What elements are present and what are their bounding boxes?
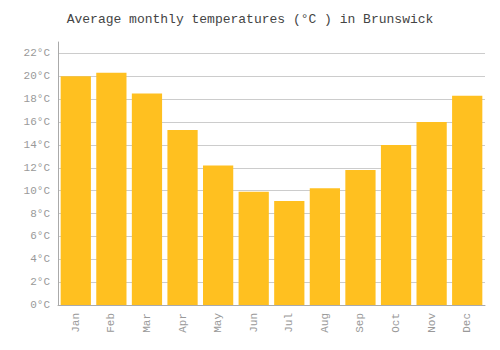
- svg-text:Average monthly temperatures (: Average monthly temperatures (°C ) in Br…: [67, 12, 434, 27]
- svg-text:Sep: Sep: [354, 313, 366, 333]
- svg-text:14°C: 14°C: [24, 139, 51, 151]
- svg-text:6°C: 6°C: [30, 230, 50, 242]
- svg-text:18°C: 18°C: [24, 93, 51, 105]
- svg-text:Oct: Oct: [390, 313, 402, 333]
- svg-text:Jul: Jul: [283, 313, 295, 333]
- svg-text:20°C: 20°C: [24, 70, 51, 82]
- svg-text:22°C: 22°C: [24, 47, 51, 59]
- svg-text:May: May: [212, 313, 224, 333]
- svg-text:Jun: Jun: [248, 313, 260, 333]
- svg-text:Aug: Aug: [319, 313, 331, 333]
- svg-text:4°C: 4°C: [30, 253, 50, 265]
- svg-text:16°C: 16°C: [24, 116, 51, 128]
- svg-text:10°C: 10°C: [24, 185, 51, 197]
- svg-text:Mar: Mar: [141, 313, 153, 333]
- svg-text:Nov: Nov: [426, 313, 438, 333]
- svg-text:Feb: Feb: [105, 313, 117, 333]
- svg-text:0°C: 0°C: [30, 299, 50, 311]
- svg-text:Apr: Apr: [177, 313, 189, 333]
- svg-text:12°C: 12°C: [24, 162, 51, 174]
- svg-text:2°C: 2°C: [30, 276, 50, 288]
- svg-text:Dec: Dec: [461, 313, 473, 333]
- svg-text:8°C: 8°C: [30, 208, 50, 220]
- svg-text:Jan: Jan: [70, 313, 82, 333]
